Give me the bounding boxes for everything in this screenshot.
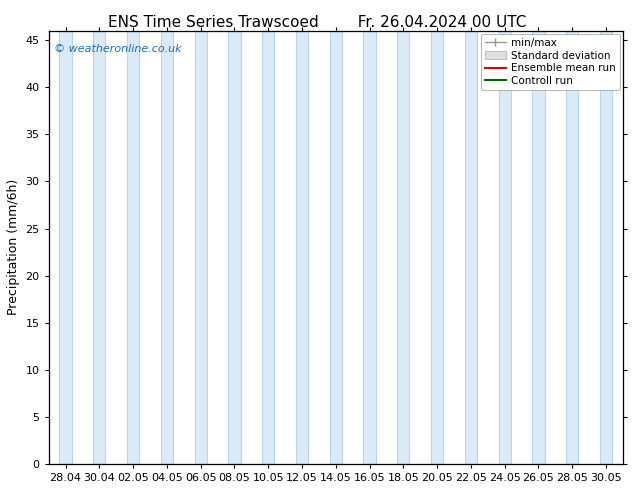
- Text: © weatheronline.co.uk: © weatheronline.co.uk: [55, 44, 182, 54]
- Bar: [363, 31, 375, 464]
- Bar: [60, 31, 72, 464]
- Bar: [93, 31, 105, 464]
- Bar: [431, 31, 443, 464]
- Bar: [161, 31, 173, 464]
- Bar: [228, 31, 240, 464]
- Y-axis label: Precipitation (mm/6h): Precipitation (mm/6h): [7, 179, 20, 316]
- Bar: [600, 31, 612, 464]
- Bar: [195, 31, 207, 464]
- Bar: [262, 31, 275, 464]
- Bar: [127, 31, 139, 464]
- Bar: [296, 31, 308, 464]
- Bar: [498, 31, 511, 464]
- Text: ENS Time Series Trawscoed        Fr. 26.04.2024 00 UTC: ENS Time Series Trawscoed Fr. 26.04.2024…: [108, 15, 526, 30]
- Legend: min/max, Standard deviation, Ensemble mean run, Controll run: min/max, Standard deviation, Ensemble me…: [481, 34, 620, 90]
- Bar: [465, 31, 477, 464]
- Bar: [330, 31, 342, 464]
- Bar: [566, 31, 578, 464]
- Bar: [398, 31, 410, 464]
- Bar: [533, 31, 545, 464]
